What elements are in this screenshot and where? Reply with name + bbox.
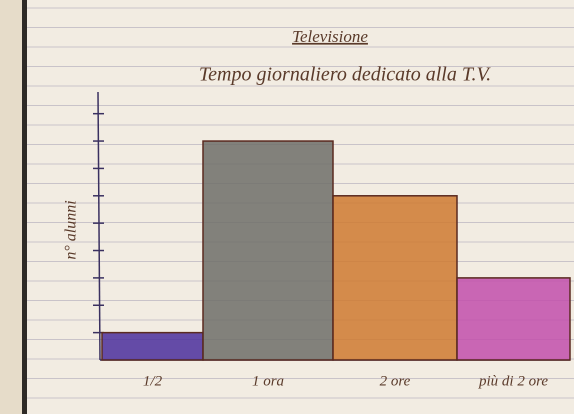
x-tick-label: 1 ora [252, 373, 284, 389]
x-tick-label: 2 ore [380, 373, 411, 389]
bar [332, 195, 458, 361]
x-tick-label: più di 2 ore [478, 373, 548, 389]
left-page [0, 0, 22, 414]
bar [456, 277, 571, 361]
bar [101, 331, 204, 361]
page-gap [22, 0, 27, 414]
x-tick-label: 1/2 [143, 373, 163, 389]
bar [202, 140, 334, 361]
y-axis [97, 91, 101, 361]
chart-title: Televisione [292, 27, 368, 46]
chart-subtitle: Tempo giornaliero dedicato alla T.V. [199, 64, 492, 86]
y-axis-label: n° alunni [63, 200, 80, 259]
